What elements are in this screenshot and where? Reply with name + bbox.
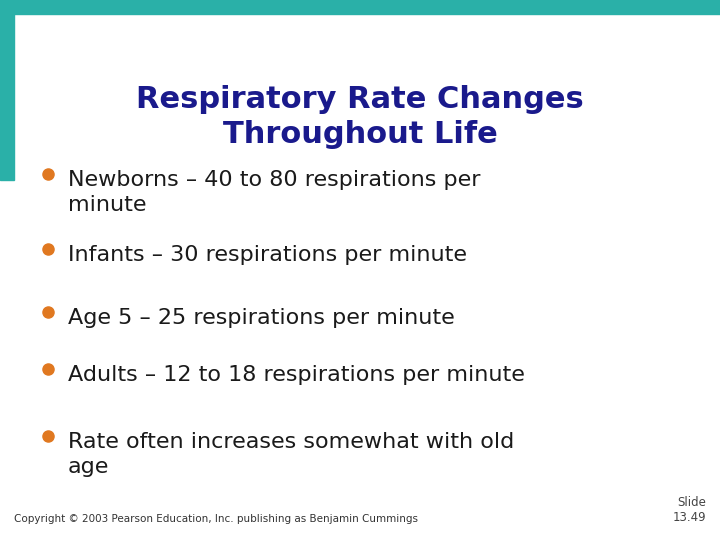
Bar (0, 0, 720, 14)
Text: Adults – 12 to 18 respirations per minute: Adults – 12 to 18 respirations per minut… (68, 365, 525, 385)
Text: Age 5 – 25 respirations per minute: Age 5 – 25 respirations per minute (68, 308, 455, 328)
Text: Infants – 30 respirations per minute: Infants – 30 respirations per minute (68, 245, 467, 265)
Bar (0, 0, 14, 180)
Text: Respiratory Rate Changes
Throughout Life: Respiratory Rate Changes Throughout Life (136, 85, 584, 148)
Text: Slide
13.49: Slide 13.49 (672, 496, 706, 524)
Text: Copyright © 2003 Pearson Education, Inc. publishing as Benjamin Cummings: Copyright © 2003 Pearson Education, Inc.… (14, 514, 418, 524)
Text: Newborns – 40 to 80 respirations per
minute: Newborns – 40 to 80 respirations per min… (68, 170, 480, 215)
Text: Rate often increases somewhat with old
age: Rate often increases somewhat with old a… (68, 432, 514, 477)
